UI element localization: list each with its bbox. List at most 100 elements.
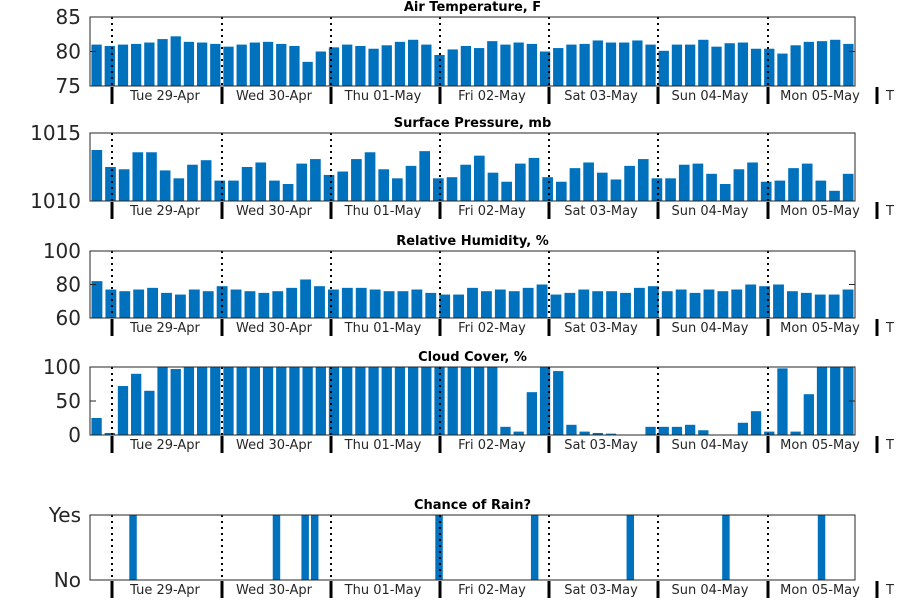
data-bar bbox=[368, 48, 379, 86]
data-bar bbox=[105, 289, 117, 318]
data-bar bbox=[773, 284, 784, 318]
data-bar bbox=[337, 171, 349, 201]
data-bar bbox=[786, 291, 798, 318]
data-bar bbox=[255, 162, 267, 201]
data-bar bbox=[310, 515, 319, 580]
data-bar bbox=[258, 292, 270, 319]
x-tick-label: T bbox=[885, 204, 894, 219]
data-bar bbox=[276, 367, 287, 435]
data-bar bbox=[658, 426, 669, 435]
data-bar bbox=[133, 289, 145, 318]
data-bar bbox=[698, 39, 709, 86]
data-bar bbox=[843, 367, 854, 435]
data-bar bbox=[131, 43, 142, 86]
data-bar bbox=[658, 50, 669, 86]
y-tick-label: 1010 bbox=[30, 189, 81, 213]
data-bar bbox=[117, 44, 129, 86]
data-bar bbox=[244, 291, 256, 318]
data-bar bbox=[842, 173, 854, 201]
data-bar bbox=[355, 367, 366, 435]
data-bar bbox=[369, 289, 381, 318]
data-bar bbox=[196, 367, 208, 435]
data-bar bbox=[542, 177, 553, 201]
data-bar bbox=[249, 42, 261, 86]
data-bar bbox=[394, 41, 406, 86]
data-bar bbox=[282, 184, 294, 201]
data-bar bbox=[314, 286, 325, 318]
data-bar bbox=[829, 190, 840, 201]
data-bar bbox=[170, 36, 181, 86]
data-bar bbox=[578, 289, 590, 318]
data-bar bbox=[637, 159, 649, 201]
data-bar bbox=[302, 367, 313, 435]
data-bar bbox=[91, 418, 102, 435]
data-bar bbox=[596, 172, 608, 201]
data-bar bbox=[276, 43, 287, 86]
data-bar bbox=[91, 150, 103, 201]
x-tick-label: Sun 04-May bbox=[672, 321, 749, 336]
data-bar bbox=[91, 44, 102, 86]
data-bar bbox=[830, 367, 841, 435]
data-bar bbox=[610, 179, 622, 201]
data-bar bbox=[828, 294, 840, 318]
data-bar bbox=[487, 172, 499, 201]
x-tick-label: Mon 05-May bbox=[780, 204, 860, 219]
panel-title: Surface Pressure, mb bbox=[394, 116, 552, 131]
data-bar bbox=[553, 371, 564, 435]
x-tick-label: Thu 01-May bbox=[344, 89, 422, 104]
data-bar bbox=[592, 291, 604, 318]
data-bar bbox=[801, 163, 813, 201]
data-bar bbox=[446, 177, 458, 201]
data-bar bbox=[800, 292, 812, 319]
data-bar bbox=[368, 367, 379, 435]
data-bar bbox=[473, 367, 485, 435]
data-bar bbox=[647, 286, 659, 318]
panel-title: Cloud Cover, % bbox=[418, 350, 527, 365]
data-bar bbox=[408, 367, 419, 435]
x-tick-label: Sun 04-May bbox=[672, 89, 749, 104]
data-bar bbox=[774, 180, 786, 201]
data-bar bbox=[633, 287, 645, 318]
data-bar bbox=[187, 164, 198, 201]
x-tick-label: T bbox=[885, 321, 894, 336]
x-tick-label: Sat 03-May bbox=[564, 321, 638, 336]
y-tick-label: 75 bbox=[56, 74, 81, 98]
data-bar bbox=[555, 181, 567, 201]
axes-frame bbox=[89, 132, 856, 202]
y-tick-label: Yes bbox=[48, 503, 81, 527]
data-bar bbox=[569, 168, 581, 201]
data-bar bbox=[132, 152, 144, 201]
y-tick-label: 60 bbox=[56, 306, 81, 330]
data-bar bbox=[196, 42, 208, 86]
data-bar bbox=[433, 178, 444, 201]
data-bar bbox=[722, 515, 730, 580]
data-bar bbox=[200, 160, 212, 201]
data-bar bbox=[706, 173, 717, 201]
x-tick-label: Thu 01-May bbox=[344, 583, 422, 598]
data-bar bbox=[105, 167, 116, 201]
data-bar bbox=[553, 48, 564, 86]
y-tick-label: 1015 bbox=[30, 121, 81, 145]
data-bar bbox=[717, 291, 729, 318]
data-bar bbox=[513, 431, 524, 435]
data-bar bbox=[566, 44, 577, 86]
data-bar bbox=[159, 170, 171, 201]
data-bar bbox=[249, 367, 261, 435]
data-bar bbox=[144, 42, 155, 86]
data-bar bbox=[620, 292, 631, 319]
data-bar bbox=[183, 367, 195, 435]
data-bar bbox=[592, 432, 603, 435]
data-bar bbox=[724, 43, 735, 86]
x-tick-label: Fri 02-May bbox=[458, 321, 526, 336]
y-tick-label: 50 bbox=[56, 389, 81, 413]
data-bar bbox=[526, 43, 537, 86]
data-bar bbox=[678, 164, 690, 201]
data-bar bbox=[760, 181, 772, 201]
x-tick-label: Sat 03-May bbox=[564, 583, 638, 598]
data-bar bbox=[606, 291, 618, 318]
data-bar bbox=[223, 46, 234, 86]
data-bar bbox=[435, 515, 443, 580]
data-bar bbox=[817, 515, 826, 580]
x-tick-label: Thu 01-May bbox=[344, 204, 422, 219]
